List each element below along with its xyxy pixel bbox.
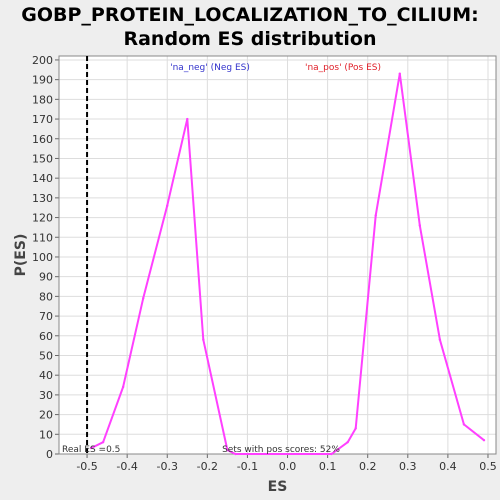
data-point [482, 439, 486, 442]
data-point [121, 385, 125, 389]
data-point [89, 446, 93, 450]
data-point [202, 338, 205, 341]
chart-title-line-2: Random ES distribution [123, 28, 377, 50]
data-point [398, 72, 401, 75]
data-point [141, 297, 145, 300]
data-point [354, 427, 357, 430]
data-point [166, 204, 169, 207]
y-tick-label: 0 [46, 448, 53, 461]
x-tick-label: 0.1 [319, 460, 337, 473]
pos-scores-label: Sets with pos scores: 52% [222, 445, 340, 455]
x-tick-label: -0.4 [116, 460, 137, 473]
y-tick-label: 10 [39, 428, 53, 441]
data-point [418, 224, 422, 227]
y-tick-label: 190 [32, 74, 53, 87]
y-tick-label: 50 [39, 349, 53, 362]
y-tick-label: 120 [32, 212, 53, 225]
x-tick-label: -0.1 [237, 460, 258, 473]
y-tick-label: 20 [39, 409, 53, 422]
y-tick-label: 140 [32, 172, 53, 185]
x-tick-label: -0.2 [197, 460, 218, 473]
x-tick-label: 0.5 [479, 460, 497, 473]
y-tick-label: 160 [32, 133, 53, 146]
x-tick-label: 0.3 [399, 460, 417, 473]
data-point [330, 452, 333, 456]
data-point [101, 440, 105, 444]
y-tick-label: 80 [39, 290, 53, 303]
data-point [462, 423, 466, 426]
y-tick-label: 100 [32, 251, 53, 264]
chart-title-line-1: GOBP_PROTEIN_LOCALIZATION_TO_CILIUM: [21, 4, 479, 26]
y-tick-label: 30 [39, 389, 53, 402]
x-tick-label: -0.3 [157, 460, 178, 473]
data-point [234, 452, 237, 456]
data-point [346, 440, 349, 444]
distribution-line [90, 72, 485, 455]
data-point [186, 117, 189, 121]
y-tick-label: 170 [32, 113, 53, 126]
y-tick-label: 110 [32, 231, 53, 244]
x-tick-label: 0.2 [359, 460, 377, 473]
data-point [438, 338, 442, 341]
pos-es-label: 'na_pos' (Pos ES) [305, 63, 381, 73]
x-tick-label: 0.0 [279, 460, 297, 473]
y-tick-label: 70 [39, 310, 53, 323]
y-axis-title: P(ES) [13, 234, 29, 277]
y-tick-label: 40 [39, 369, 53, 382]
x-tick-label: -0.5 [76, 460, 97, 473]
y-tick-label: 60 [39, 330, 53, 343]
plot-area [59, 56, 496, 454]
chart-title: GOBP_PROTEIN_LOCALIZATION_TO_CILIUM: Ran… [0, 3, 500, 51]
real-es-label: Real ES =0.5 [62, 445, 120, 455]
data-point [226, 448, 229, 452]
neg-es-label: 'na_neg' (Neg ES) [170, 63, 250, 73]
data-point [374, 214, 377, 217]
y-tick-label: 150 [32, 152, 53, 165]
x-axis-title: ES [268, 479, 288, 495]
x-tick-label: 0.4 [439, 460, 457, 473]
y-tick-label: 180 [32, 93, 53, 106]
y-tick-label: 90 [39, 271, 53, 284]
y-tick-label: 130 [32, 192, 53, 205]
y-tick-label: 200 [32, 54, 53, 67]
